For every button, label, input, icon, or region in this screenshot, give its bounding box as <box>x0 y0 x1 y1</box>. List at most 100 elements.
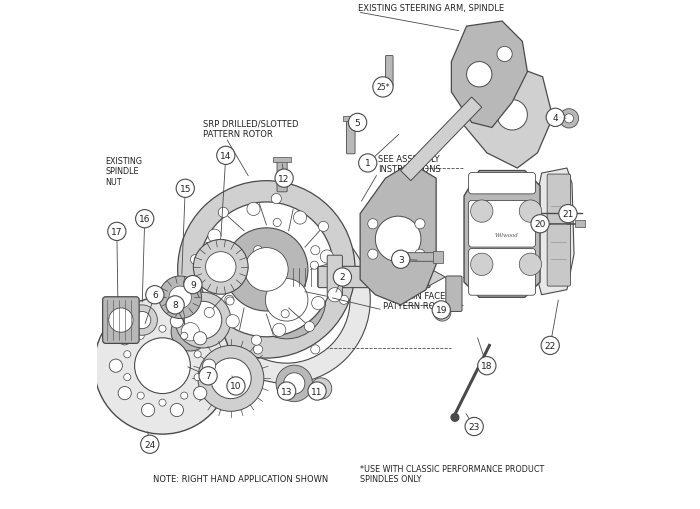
Circle shape <box>541 336 559 355</box>
Circle shape <box>328 288 342 302</box>
Polygon shape <box>461 63 553 168</box>
Circle shape <box>546 109 564 127</box>
Circle shape <box>559 109 579 129</box>
Text: NOTE: RIGHT HAND APPLICATION SHOWN: NOTE: RIGHT HAND APPLICATION SHOWN <box>153 474 328 484</box>
Text: 22: 22 <box>545 341 556 350</box>
Circle shape <box>316 384 326 393</box>
Text: 4: 4 <box>552 114 558 123</box>
Circle shape <box>276 365 312 402</box>
FancyBboxPatch shape <box>547 175 570 287</box>
FancyBboxPatch shape <box>103 297 139 344</box>
Circle shape <box>349 114 367 132</box>
Circle shape <box>273 219 281 227</box>
Circle shape <box>277 382 296 401</box>
Circle shape <box>340 296 349 305</box>
Circle shape <box>225 296 234 305</box>
Text: SEE ASSEMBLY
INSTRUCTIONS: SEE ASSEMBLY INSTRUCTIONS <box>378 154 440 174</box>
Circle shape <box>204 308 214 318</box>
Circle shape <box>118 332 132 345</box>
Polygon shape <box>452 22 527 128</box>
Text: 9: 9 <box>190 280 196 290</box>
Circle shape <box>391 250 409 269</box>
Circle shape <box>225 229 308 312</box>
Circle shape <box>183 276 202 294</box>
Circle shape <box>477 357 496 375</box>
Text: 5: 5 <box>355 119 360 128</box>
Circle shape <box>137 392 144 400</box>
Circle shape <box>175 293 231 348</box>
Text: EXISTING
SPINDLE
NUT: EXISTING SPINDLE NUT <box>106 157 143 186</box>
Text: 20: 20 <box>534 220 546 229</box>
Text: EXISTING STEERING ARM, SPINDLE: EXISTING STEERING ARM, SPINDLE <box>358 4 504 13</box>
Circle shape <box>284 373 305 394</box>
Text: 25*: 25* <box>376 83 390 92</box>
Circle shape <box>251 335 262 346</box>
Circle shape <box>108 223 126 241</box>
FancyBboxPatch shape <box>344 117 358 122</box>
FancyBboxPatch shape <box>318 267 430 288</box>
Text: 12: 12 <box>279 174 290 183</box>
Circle shape <box>217 147 235 165</box>
Circle shape <box>415 219 425 230</box>
Circle shape <box>564 115 573 124</box>
Circle shape <box>358 155 377 173</box>
Circle shape <box>244 248 288 292</box>
Text: HP PLAIN FACE
PATTERN ROTOR: HP PLAIN FACE PATTERN ROTOR <box>383 291 453 310</box>
Text: 10: 10 <box>230 382 241 391</box>
Circle shape <box>221 241 229 249</box>
Circle shape <box>134 338 190 394</box>
Circle shape <box>226 315 239 328</box>
Polygon shape <box>360 163 436 305</box>
Circle shape <box>208 230 221 243</box>
Text: 16: 16 <box>139 215 150 224</box>
Circle shape <box>310 262 319 270</box>
Text: SRP DRILLED/SLOTTED
PATTERN ROTOR: SRP DRILLED/SLOTTED PATTERN ROTOR <box>203 119 298 138</box>
Circle shape <box>109 359 122 373</box>
FancyBboxPatch shape <box>399 253 438 262</box>
Circle shape <box>272 324 286 337</box>
Circle shape <box>134 312 150 329</box>
FancyBboxPatch shape <box>446 276 462 312</box>
Circle shape <box>311 345 320 354</box>
FancyBboxPatch shape <box>135 323 144 330</box>
Circle shape <box>194 332 206 345</box>
Text: 17: 17 <box>111 228 122 236</box>
FancyBboxPatch shape <box>468 173 536 194</box>
Circle shape <box>311 246 320 255</box>
Circle shape <box>170 315 183 328</box>
Circle shape <box>159 400 166 407</box>
Text: 3: 3 <box>398 255 404 264</box>
Circle shape <box>136 210 154 229</box>
Circle shape <box>253 246 262 255</box>
Circle shape <box>199 276 213 289</box>
FancyBboxPatch shape <box>386 56 393 88</box>
Circle shape <box>281 310 289 318</box>
Text: 6: 6 <box>152 291 158 300</box>
Circle shape <box>308 382 326 401</box>
Circle shape <box>211 358 251 399</box>
Circle shape <box>181 323 200 341</box>
Text: 23: 23 <box>468 422 480 431</box>
Polygon shape <box>538 168 574 295</box>
Circle shape <box>181 392 188 400</box>
FancyBboxPatch shape <box>468 249 536 296</box>
Circle shape <box>141 404 155 417</box>
Circle shape <box>226 297 234 305</box>
Polygon shape <box>464 171 540 298</box>
Circle shape <box>171 313 209 351</box>
Text: 19: 19 <box>435 306 447 315</box>
Text: 14: 14 <box>220 152 232 160</box>
Circle shape <box>559 205 577 223</box>
Circle shape <box>159 325 166 332</box>
Circle shape <box>146 286 164 304</box>
Circle shape <box>159 276 202 319</box>
Circle shape <box>368 219 378 230</box>
Text: *USE WITH CLASSIC PERFORMANCE PRODUCT
SPINDLES ONLY: *USE WITH CLASSIC PERFORMANCE PRODUCT SP… <box>360 464 545 484</box>
Circle shape <box>198 346 264 411</box>
Circle shape <box>368 249 378 260</box>
Circle shape <box>94 298 231 434</box>
Circle shape <box>190 255 201 265</box>
Text: 24: 24 <box>144 440 155 449</box>
FancyBboxPatch shape <box>277 159 287 192</box>
Circle shape <box>202 359 216 373</box>
